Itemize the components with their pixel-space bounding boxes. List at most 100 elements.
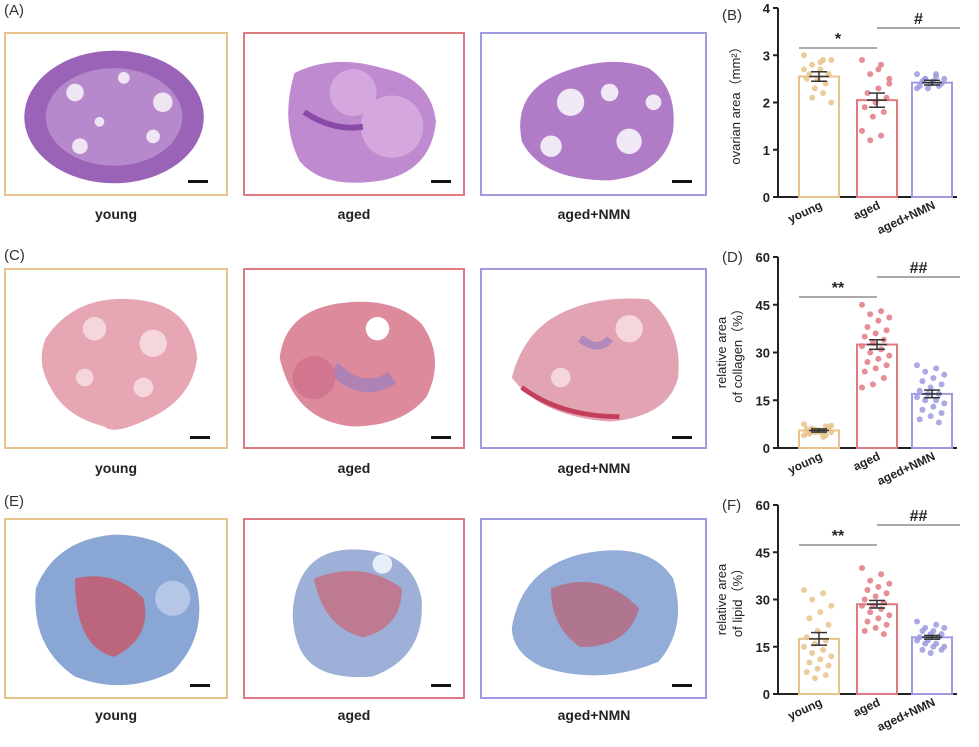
data-point [867,71,874,78]
data-point [883,327,890,334]
chart-lipid-area: (F) 0 15 30 45 60 relative area of lipid（%） youn… [714,497,960,734]
label-young: young [95,707,137,723]
data-point [878,605,885,612]
data-point [825,71,832,78]
label-aged-nmn: aged+NMN [557,707,631,723]
label-aged-nmn: aged+NMN [557,460,631,476]
data-point [935,419,942,426]
significance-label: ** [832,528,845,545]
data-point [809,650,816,657]
data-point [878,308,885,315]
data-point [806,71,813,78]
panel-label-e: (E) [4,493,24,510]
data-point [927,384,934,391]
data-point [809,596,816,603]
data-point [924,85,931,92]
panel-label: (F) [722,497,741,514]
data-point [872,624,879,631]
scale-bar [672,684,692,687]
data-point [864,324,871,331]
he-stain-aged-image [243,32,465,196]
significance-label: ## [910,508,928,525]
data-point [886,314,893,321]
data-point [864,587,871,594]
data-point [872,365,879,372]
x-tick-label: young [786,198,825,226]
data-point [859,384,865,391]
data-point [875,317,882,324]
data-point [864,618,871,625]
data-point [930,374,937,381]
data-point [859,343,865,350]
scale-bar [190,684,210,687]
y-tick-label: 45 [756,298,770,313]
y-tick-label: 1 [763,143,770,158]
significance-label: # [914,11,923,28]
data-point [941,75,948,82]
x-tick-label: young [786,695,825,723]
data-point [820,590,827,597]
label-aged-nmn: aged+NMN [557,206,631,222]
label-young: young [95,206,137,222]
data-point [933,71,940,78]
x-tick-label: aged [851,695,882,720]
collagen-stain-nmn-image [480,268,707,449]
data-point [859,565,865,571]
collagen-stain-aged-image [243,268,465,449]
data-point [886,75,893,82]
data-point [817,59,824,66]
data-point [864,90,871,97]
data-point [922,397,929,404]
label-aged: aged [337,460,371,476]
y-tick-label: 30 [756,593,770,608]
data-point [828,99,835,106]
data-point [919,406,926,413]
data-point [822,672,829,679]
data-point [859,127,865,134]
data-point [859,56,865,63]
scale-bar [672,180,692,183]
x-tick-label: aged [851,198,882,223]
y-tick-label: 2 [763,96,770,111]
data-point [825,662,832,669]
data-point [886,612,893,619]
data-point [828,602,835,609]
data-point [861,333,868,340]
label-young: young [95,460,137,476]
data-point [828,653,835,660]
significance-label: ## [910,260,928,277]
y-tick-label: 15 [756,393,770,408]
data-point [867,577,874,584]
bar [856,99,898,198]
data-point [880,374,887,381]
data-point [859,301,865,308]
data-point [828,56,835,63]
label-aged: aged [337,206,371,222]
data-point [864,359,871,366]
data-point [880,631,887,638]
panel-label-a: (A) [4,2,24,19]
data-point [803,430,810,437]
data-point [814,665,821,672]
data-point [933,621,940,628]
he-stain-nmn-image [480,32,707,196]
data-point [803,634,810,641]
y-tick-label: 0 [763,190,770,205]
y-axis-label: of collagen（%） [730,302,745,402]
x-tick-label: aged [851,449,882,474]
data-point [883,362,890,369]
y-axis-label: ovarian area（mm²） [728,40,743,164]
data-point [886,580,893,587]
panel-label: (D) [722,249,743,266]
data-point [941,400,948,407]
lipid-stain-nmn-image [480,518,707,699]
panel-label-c: (C) [4,247,25,264]
data-point [914,394,920,401]
lipid-stain-aged-image [243,518,465,699]
significance-label: * [835,31,842,48]
y-tick-label: 30 [756,346,770,361]
scale-bar [190,436,210,439]
data-point [938,646,945,653]
data-point [817,656,824,663]
scale-bar [431,684,451,687]
